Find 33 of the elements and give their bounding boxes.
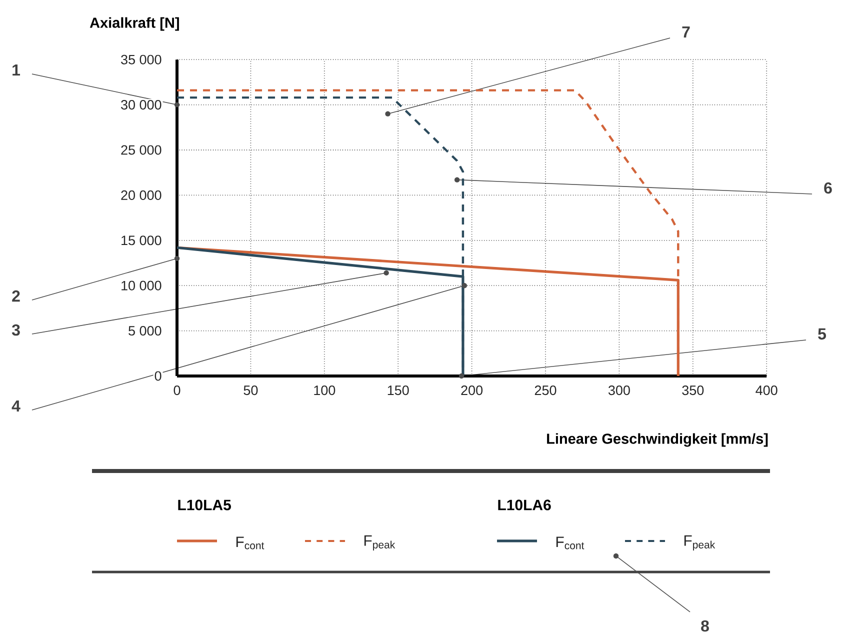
x-tick-label: 250	[534, 386, 556, 396]
y-tick-label: 10 000	[122, 280, 162, 290]
text: 8	[701, 620, 709, 632]
y-tick-label: 15 000	[122, 236, 162, 246]
legend-label: F$_{peak}$	[684, 535, 716, 551]
x-tick-label: 300	[608, 386, 630, 396]
y-tick-label: 5 000	[128, 326, 162, 336]
annotation: 4	[12, 400, 20, 412]
y-tick-label: 30 000	[121, 100, 162, 110]
legend-label: F$_{peak}$	[364, 535, 396, 551]
annotation: 3	[12, 324, 20, 336]
x-tick-label: 50	[244, 386, 258, 396]
x-tick-label: 150	[388, 386, 409, 396]
text: L10LA6	[498, 500, 551, 510]
x-tick-label: 0	[174, 386, 180, 396]
legend-label: F$_{cont}$	[556, 536, 584, 550]
y-tick-label: 20 000	[121, 190, 162, 200]
annotation: 1	[12, 64, 20, 76]
legend-label: F$_{cont}$	[236, 536, 264, 550]
annotation: 2	[12, 290, 20, 302]
annotation: 7	[682, 26, 690, 38]
x-axis-title: Lineare Geschwindigkeit [mm/s]	[547, 433, 768, 447]
y-tick-label: 0	[154, 371, 162, 381]
y-tick-label: 25 000	[121, 145, 162, 155]
x-tick-label: 200	[461, 386, 483, 396]
annotation: 5	[818, 328, 826, 340]
annotation: 6	[824, 182, 832, 194]
x-tick-label: 400	[756, 386, 778, 396]
x-tick-label: 100	[314, 386, 336, 396]
y-tick-label: 35 000	[121, 54, 162, 64]
text: L10LA5	[178, 500, 231, 510]
y-axis-title: Axialkraft [N]	[90, 17, 179, 31]
x-tick-label: 350	[682, 386, 704, 396]
